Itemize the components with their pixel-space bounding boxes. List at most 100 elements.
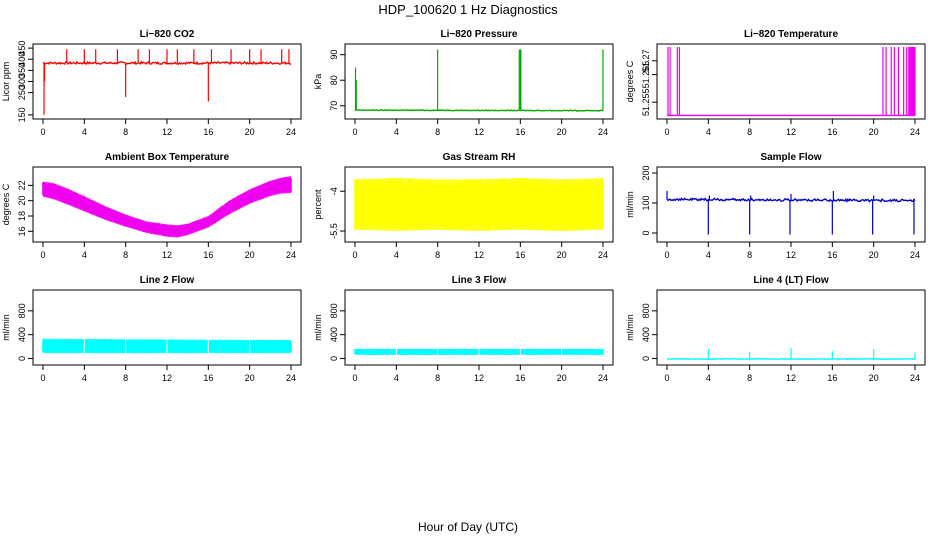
y-tick-label: 0 bbox=[641, 230, 651, 235]
y-axis-label: degrees C bbox=[625, 60, 635, 102]
panel-title: Ambient Box Temperature bbox=[105, 152, 230, 163]
y-tick-label: 300 bbox=[17, 74, 27, 89]
plot-frame bbox=[656, 166, 926, 243]
y-tick-label: 100 bbox=[641, 195, 651, 210]
figure-xlabel: Hour of Day (UTC) bbox=[418, 520, 518, 534]
x-tick-label: 16 bbox=[515, 250, 525, 260]
x-tick-label: 8 bbox=[123, 127, 128, 137]
x-tick-label: 4 bbox=[82, 250, 87, 260]
x-tick-label: 12 bbox=[162, 373, 172, 383]
series-line4_flow bbox=[666, 348, 916, 361]
y-tick-label: 18 bbox=[17, 211, 27, 221]
x-tick-label: 0 bbox=[40, 127, 45, 137]
y-tick-label: 51.265 bbox=[641, 61, 651, 89]
x-tick-label: 4 bbox=[706, 127, 711, 137]
data-line bbox=[354, 109, 604, 112]
x-tick-label: 16 bbox=[827, 373, 837, 383]
panel-title: Li−820 Pressure bbox=[441, 29, 518, 40]
data-envelope bbox=[355, 178, 603, 231]
y-tick-label: 450 bbox=[17, 41, 27, 56]
x-tick-label: 20 bbox=[557, 373, 567, 383]
x-tick-label: 16 bbox=[515, 373, 525, 383]
y-tick-label: 0 bbox=[17, 356, 27, 361]
x-tick-label: 4 bbox=[394, 127, 399, 137]
x-tick-label: 0 bbox=[664, 373, 669, 383]
x-tick-label: 16 bbox=[827, 127, 837, 137]
y-axis-label: ml/min bbox=[625, 191, 635, 218]
y-tick-label: 90 bbox=[329, 50, 339, 60]
plot-frame bbox=[656, 43, 926, 120]
x-tick-label: 24 bbox=[910, 127, 920, 137]
x-tick-label: 12 bbox=[786, 127, 796, 137]
x-tick-label: 4 bbox=[706, 250, 711, 260]
figure-title: HDP_100620 1 Hz Diagnostics bbox=[378, 2, 558, 17]
series-gas_stream_rh bbox=[354, 178, 604, 231]
series-line2_flow bbox=[42, 338, 292, 355]
y-tick-label: 400 bbox=[17, 52, 27, 67]
panel-title: Sample Flow bbox=[760, 152, 821, 163]
x-tick-label: 0 bbox=[40, 373, 45, 383]
y-tick-label: 70 bbox=[329, 101, 339, 111]
y-axis-label: ml/min bbox=[313, 314, 323, 341]
x-tick-label: 12 bbox=[474, 250, 484, 260]
panel-line3_flow: Line 3 Flow ml/min 0 4 8 12 16 20 24 0 400 800 bbox=[313, 275, 614, 383]
panel-sample_flow: Sample Flow ml/min 0 4 8 12 16 20 24 0 100 200 bbox=[625, 152, 926, 260]
series-temperature bbox=[667, 47, 916, 117]
x-tick-label: 16 bbox=[203, 250, 213, 260]
series-sample_flow bbox=[666, 191, 916, 235]
y-axis-label: percent bbox=[313, 189, 323, 220]
y-tick-label: 16 bbox=[17, 226, 27, 236]
x-tick-label: 4 bbox=[706, 373, 711, 383]
y-tick-label: 350 bbox=[17, 63, 27, 78]
x-tick-label: 8 bbox=[435, 250, 440, 260]
series-line3_flow bbox=[354, 347, 604, 356]
panel-title: Li−820 CO2 bbox=[140, 29, 195, 40]
x-tick-label: 20 bbox=[245, 250, 255, 260]
x-tick-label: 0 bbox=[352, 127, 357, 137]
panel-co2: Li−820 CO2 Licor ppm 0 4 8 12 16 20 24 150 2503003… bbox=[1, 29, 302, 137]
x-tick-label: 12 bbox=[786, 373, 796, 383]
x-tick-label: 12 bbox=[474, 127, 484, 137]
y-axis-label: Licor ppm bbox=[1, 62, 11, 102]
x-tick-label: 16 bbox=[203, 373, 213, 383]
x-tick-label: 20 bbox=[557, 127, 567, 137]
y-tick-label: 0 bbox=[329, 356, 339, 361]
x-tick-label: 20 bbox=[869, 127, 879, 137]
x-tick-label: 8 bbox=[747, 373, 752, 383]
y-tick-label: 800 bbox=[641, 303, 651, 318]
y-tick-label: 400 bbox=[329, 327, 339, 342]
y-tick-label: 51.255 bbox=[641, 88, 651, 116]
x-tick-label: 20 bbox=[557, 250, 567, 260]
panel-temperature: Li−820 Temperature degrees C 0 4 8 12 16 20 24 51… bbox=[625, 29, 926, 137]
x-tick-label: 20 bbox=[245, 127, 255, 137]
y-tick-label: -5.5 bbox=[329, 223, 339, 239]
series-ambient_box_temp bbox=[42, 176, 292, 238]
x-tick-label: 0 bbox=[352, 373, 357, 383]
x-tick-label: 20 bbox=[869, 373, 879, 383]
y-tick-label: 51.27 bbox=[641, 50, 651, 73]
x-tick-label: 0 bbox=[664, 250, 669, 260]
y-tick-label: 250 bbox=[17, 85, 27, 100]
x-tick-label: 8 bbox=[435, 127, 440, 137]
y-tick-label: 80 bbox=[329, 75, 339, 85]
y-axis-label: ml/min bbox=[625, 314, 635, 341]
x-tick-label: 0 bbox=[664, 127, 669, 137]
x-tick-label: 8 bbox=[123, 373, 128, 383]
panel-title: Line 3 Flow bbox=[452, 275, 507, 286]
x-tick-label: 24 bbox=[598, 250, 608, 260]
y-axis-label: degrees C bbox=[1, 183, 11, 225]
x-tick-label: 8 bbox=[747, 250, 752, 260]
series-pressure bbox=[354, 49, 604, 112]
x-tick-label: 16 bbox=[515, 127, 525, 137]
x-tick-label: 4 bbox=[394, 250, 399, 260]
data-envelope bbox=[43, 176, 291, 238]
y-tick-label: 800 bbox=[17, 303, 27, 318]
x-tick-label: 24 bbox=[286, 373, 296, 383]
x-tick-label: 20 bbox=[869, 250, 879, 260]
y-tick-label: 22 bbox=[17, 180, 27, 190]
y-tick-label: 150 bbox=[17, 107, 27, 122]
x-tick-label: 24 bbox=[598, 127, 608, 137]
x-tick-label: 0 bbox=[352, 250, 357, 260]
plot-frame bbox=[344, 43, 614, 120]
